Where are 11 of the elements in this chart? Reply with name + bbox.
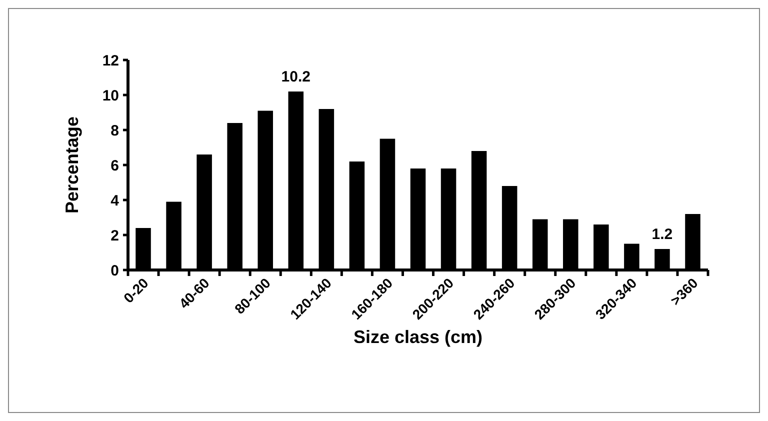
y-tick-label: 10 (102, 87, 119, 104)
data-label: 10.2 (281, 68, 310, 86)
y-tick-label: 2 (110, 227, 119, 244)
data-label: 1.2 (652, 226, 673, 243)
y-tick-label: 4 (110, 192, 120, 210)
y-tick-label: 6 (110, 157, 119, 174)
y-tick-label: 12 (102, 52, 119, 70)
y-axis-title: Percentage (62, 116, 82, 214)
y-tick-label: 0 (110, 262, 119, 280)
y-tick-label: 8 (110, 122, 119, 140)
x-axis-title: Size class (cm) (353, 327, 483, 347)
